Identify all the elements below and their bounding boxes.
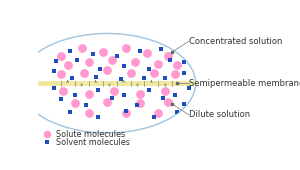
- Point: [95, 88, 100, 91]
- Point: [156, 112, 161, 115]
- Point: [182, 61, 186, 64]
- Point: [165, 100, 170, 103]
- Point: [68, 111, 73, 113]
- Point: [121, 65, 126, 67]
- Point: [144, 52, 149, 54]
- Point: [137, 92, 142, 95]
- Point: [44, 133, 49, 136]
- Point: [86, 61, 91, 64]
- Point: [51, 87, 56, 90]
- Point: [133, 61, 137, 64]
- Point: [182, 71, 186, 74]
- Point: [163, 90, 168, 92]
- Point: [137, 49, 142, 52]
- Text: Solvent molecules: Solvent molecules: [56, 138, 130, 147]
- Point: [142, 77, 147, 79]
- Point: [156, 62, 161, 65]
- Point: [147, 67, 152, 70]
- Point: [119, 78, 124, 81]
- Point: [51, 70, 56, 73]
- Point: [65, 64, 70, 66]
- Bar: [16, 81, 198, 86]
- Point: [152, 71, 156, 74]
- Point: [110, 58, 114, 61]
- Point: [79, 47, 84, 49]
- Point: [128, 71, 133, 74]
- Text: Semipermeable membrane: Semipermeable membrane: [189, 79, 300, 88]
- Point: [72, 101, 77, 104]
- Text: Concentrated solution: Concentrated solution: [189, 37, 282, 46]
- Point: [110, 96, 114, 99]
- Point: [70, 77, 75, 79]
- Point: [100, 50, 105, 53]
- Point: [161, 96, 166, 99]
- Point: [135, 104, 140, 107]
- Point: [175, 111, 179, 113]
- Point: [68, 49, 73, 52]
- Point: [105, 69, 110, 72]
- Point: [124, 47, 128, 49]
- Point: [86, 112, 91, 115]
- Point: [172, 73, 177, 75]
- Point: [61, 90, 65, 92]
- Point: [158, 48, 163, 50]
- Point: [165, 54, 170, 57]
- Text: Solute molecules: Solute molecules: [56, 130, 125, 139]
- Point: [58, 98, 63, 100]
- Point: [186, 87, 191, 90]
- Circle shape: [19, 33, 196, 133]
- Point: [168, 58, 172, 61]
- Point: [91, 53, 96, 56]
- Point: [44, 141, 49, 143]
- Point: [72, 94, 77, 96]
- Point: [172, 94, 177, 96]
- Point: [98, 67, 103, 70]
- Point: [84, 104, 89, 107]
- Point: [147, 88, 152, 91]
- Point: [124, 109, 128, 112]
- Point: [86, 92, 91, 95]
- Point: [105, 100, 110, 103]
- Point: [163, 77, 168, 79]
- Point: [93, 75, 98, 78]
- Point: [182, 103, 186, 106]
- Point: [54, 60, 58, 62]
- Point: [82, 71, 86, 74]
- Point: [58, 54, 63, 57]
- Point: [75, 58, 80, 61]
- Point: [152, 116, 156, 119]
- Point: [112, 90, 117, 92]
- Point: [121, 94, 126, 96]
- Text: Dilute solution: Dilute solution: [189, 110, 250, 119]
- Point: [137, 101, 142, 104]
- Point: [114, 54, 119, 57]
- Point: [58, 73, 63, 75]
- Point: [95, 116, 100, 119]
- Point: [175, 64, 179, 66]
- Point: [124, 112, 128, 115]
